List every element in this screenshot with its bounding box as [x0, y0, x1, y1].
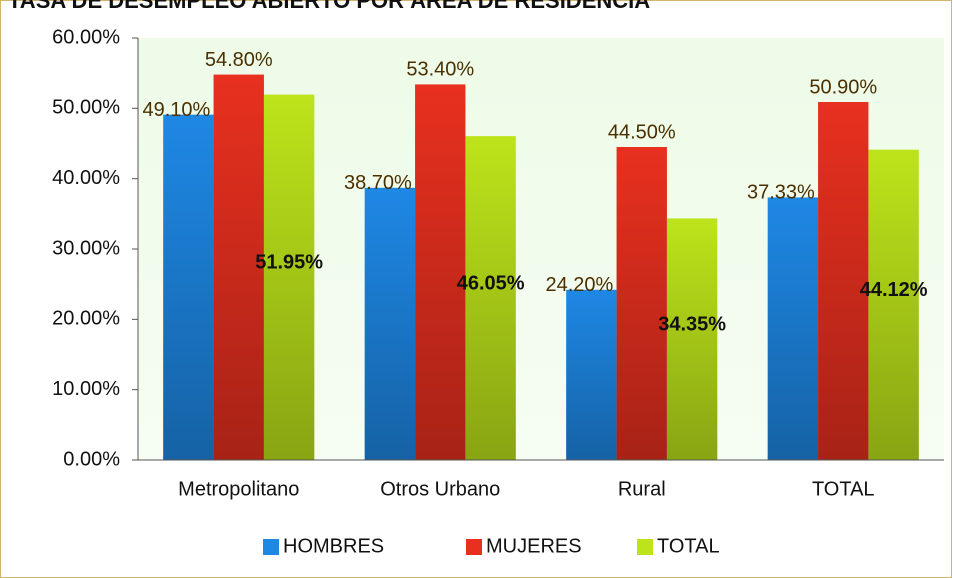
- value-label: 54.80%: [205, 49, 273, 71]
- x-tick-label: TOTAL: [812, 478, 875, 500]
- legend-swatch: [637, 539, 653, 555]
- value-label: 44.50%: [608, 121, 676, 143]
- y-tick-label: 10.00%: [52, 378, 120, 400]
- y-tick-label: 60.00%: [52, 26, 120, 48]
- value-label: 46.05%: [457, 272, 525, 294]
- y-tick-label: 40.00%: [52, 167, 120, 189]
- bar-shade: [415, 84, 466, 461]
- x-tick-label: Metropolitano: [178, 478, 299, 500]
- bar-shade: [767, 197, 819, 460]
- x-tick-label: Otros Urbano: [380, 478, 500, 500]
- bar-shade: [666, 218, 718, 460]
- value-label: 38.70%: [344, 172, 412, 194]
- legend-label: HOMBRES: [283, 535, 384, 557]
- bar-shade: [465, 136, 516, 461]
- chart-title: TASA DE DESEMPLEO ABIERTO POR ÁREA DE RE…: [8, 0, 650, 13]
- bar-shade: [163, 114, 214, 460]
- x-tick-label: Rural: [618, 478, 666, 500]
- bar-shade: [868, 149, 919, 460]
- value-label: 49.10%: [142, 99, 210, 121]
- legend-label: MUJERES: [486, 535, 582, 557]
- legend-label: TOTAL: [657, 535, 720, 557]
- bar-shade: [263, 94, 315, 460]
- legend-swatch: [263, 539, 279, 555]
- value-label: 34.35%: [658, 313, 726, 335]
- y-tick-label: 30.00%: [52, 237, 120, 259]
- value-label: 53.40%: [406, 59, 474, 81]
- value-label: 24.20%: [545, 274, 613, 296]
- bar-shade: [566, 289, 617, 460]
- bar-shade: [364, 187, 416, 460]
- y-tick-label: 0.00%: [63, 448, 120, 470]
- y-tick-label: 50.00%: [52, 97, 120, 119]
- legend-swatch: [466, 539, 482, 555]
- value-label: 50.90%: [809, 76, 877, 98]
- value-label: 51.95%: [255, 252, 323, 274]
- bar-shade: [213, 74, 264, 460]
- y-tick-label: 20.00%: [52, 308, 120, 330]
- bar-shade: [818, 102, 869, 461]
- value-label: 37.33%: [747, 182, 815, 204]
- bar-shade: [616, 147, 667, 460]
- value-label: 44.12%: [860, 279, 928, 301]
